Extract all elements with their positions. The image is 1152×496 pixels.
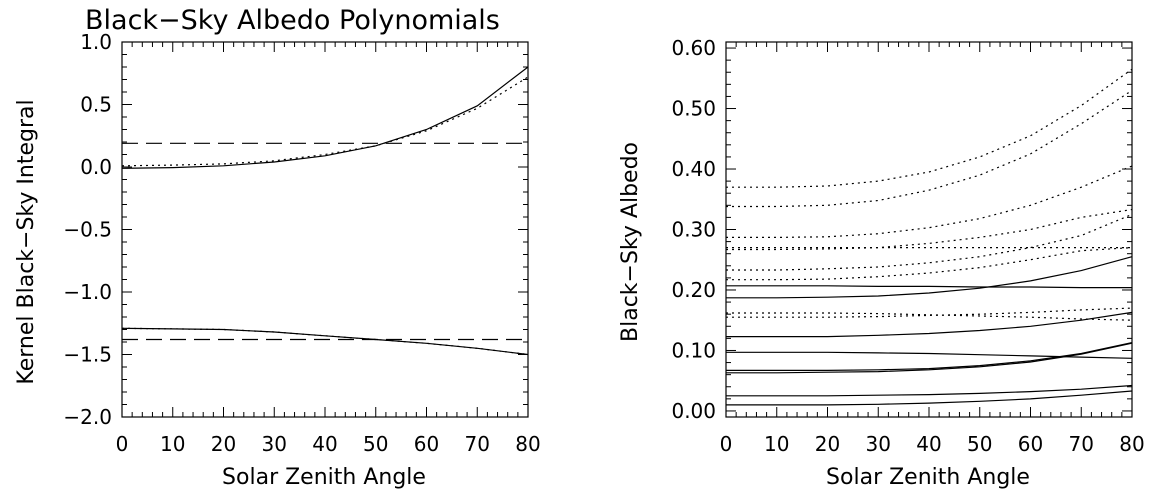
left-series-dotted-line bbox=[121, 76, 529, 167]
right-y-tick-label: 0.60 bbox=[671, 36, 716, 60]
right-series-solid-line bbox=[726, 256, 1133, 299]
right-y-tick-label: 0.20 bbox=[671, 278, 716, 302]
right-series-solid-line bbox=[726, 342, 1133, 374]
right-x-tick-label: 30 bbox=[866, 432, 891, 456]
left-x-tick-label: 40 bbox=[312, 432, 337, 456]
right-y-tick-label: 0.50 bbox=[671, 97, 716, 121]
chart-title: Black−Sky Albedo Polynomials bbox=[85, 5, 500, 36]
right-y-axis-label: Black−Sky Albedo bbox=[618, 142, 643, 342]
right-x-tick-label: 10 bbox=[764, 432, 789, 456]
right-series-solid-line bbox=[726, 342, 1133, 371]
right-y-tick-label: 0.30 bbox=[671, 218, 716, 242]
left-x-tick-label: 80 bbox=[515, 432, 540, 456]
left-x-tick-label: 0 bbox=[116, 432, 129, 456]
left-series-solid-line bbox=[121, 66, 529, 169]
left-x-axis-label: Solar Zenith Angle bbox=[222, 465, 426, 490]
left-x-tick-label: 60 bbox=[414, 432, 439, 456]
left-x-tick-label: 70 bbox=[465, 432, 490, 456]
left-x-tick-label: 50 bbox=[363, 432, 388, 456]
left-x-tick-label: 10 bbox=[160, 432, 185, 456]
right-x-tick-label: 80 bbox=[1119, 432, 1144, 456]
right-x-tick-label: 60 bbox=[1018, 432, 1043, 456]
left-series-solid-line bbox=[121, 327, 529, 356]
right-plot-frame bbox=[725, 41, 1133, 418]
right-series-dotted-line bbox=[726, 89, 1133, 208]
right-x-tick-label: 50 bbox=[967, 432, 992, 456]
right-x-tick-label: 20 bbox=[815, 432, 840, 456]
left-y-tick-label: 1.0 bbox=[80, 30, 112, 54]
right-series-dotted-line bbox=[726, 307, 1133, 318]
left-y-axis-label: Kernel Black−Sky Integral bbox=[14, 99, 39, 384]
right-y-tick-label: 0.10 bbox=[671, 338, 716, 362]
right-x-tick-label: 0 bbox=[720, 432, 733, 456]
right-series-solid-line bbox=[726, 390, 1133, 406]
left-y-tick-label: −2.0 bbox=[63, 405, 112, 429]
left-series-dotted-line bbox=[121, 327, 529, 356]
right-x-tick-label: 40 bbox=[916, 432, 941, 456]
right-y-tick-label: 0.40 bbox=[671, 157, 716, 181]
left-plot-frame bbox=[121, 41, 529, 418]
right-series-dotted-line bbox=[726, 213, 1133, 271]
right-series-solid-line bbox=[726, 285, 1132, 289]
right-x-tick-label: 70 bbox=[1069, 432, 1094, 456]
right-series-dotted-line bbox=[726, 165, 1133, 238]
left-y-tick-label: −1.5 bbox=[63, 343, 112, 367]
left-x-tick-label: 30 bbox=[262, 432, 287, 456]
right-y-tick-label: 0.00 bbox=[671, 399, 716, 423]
right-series-dotted-line bbox=[726, 208, 1133, 251]
left-y-tick-label: −1.0 bbox=[63, 280, 112, 304]
left-y-tick-label: 0.0 bbox=[80, 155, 112, 179]
right-series-solid-line bbox=[726, 384, 1133, 397]
right-series-solid-line bbox=[726, 311, 1133, 338]
left-x-tick-label: 20 bbox=[211, 432, 236, 456]
right-x-axis-label: Solar Zenith Angle bbox=[826, 465, 1030, 490]
left-y-tick-label: −0.5 bbox=[63, 218, 112, 242]
right-series-dotted-line bbox=[726, 68, 1133, 188]
right-series-dotted-line bbox=[726, 247, 1133, 281]
right-series-dotted-line bbox=[726, 312, 1133, 321]
left-y-tick-label: 0.5 bbox=[80, 93, 112, 117]
